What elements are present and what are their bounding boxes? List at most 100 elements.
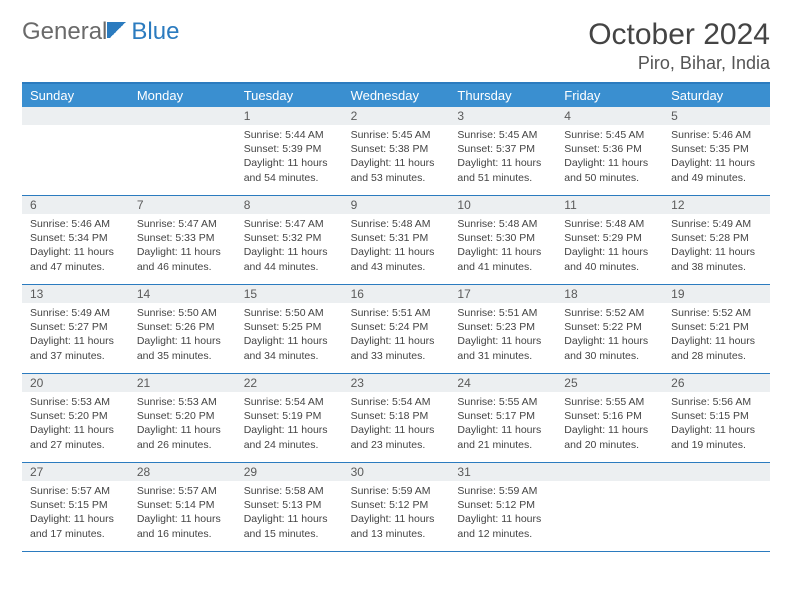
daylight-text: Daylight: 11 hours and 15 minutes. bbox=[244, 512, 335, 540]
sunrise-text: Sunrise: 5:49 AM bbox=[30, 306, 121, 320]
sunset-text: Sunset: 5:38 PM bbox=[351, 142, 442, 156]
day-cell: 27Sunrise: 5:57 AMSunset: 5:15 PMDayligh… bbox=[22, 463, 129, 551]
sunset-text: Sunset: 5:22 PM bbox=[564, 320, 655, 334]
sunrise-text: Sunrise: 5:48 AM bbox=[351, 217, 442, 231]
sunrise-text: Sunrise: 5:52 AM bbox=[564, 306, 655, 320]
sunset-text: Sunset: 5:13 PM bbox=[244, 498, 335, 512]
sunrise-text: Sunrise: 5:57 AM bbox=[30, 484, 121, 498]
day-cell: 25Sunrise: 5:55 AMSunset: 5:16 PMDayligh… bbox=[556, 374, 663, 462]
day-details: Sunrise: 5:45 AMSunset: 5:38 PMDaylight:… bbox=[343, 125, 450, 191]
daylight-text: Daylight: 11 hours and 13 minutes. bbox=[351, 512, 442, 540]
sunset-text: Sunset: 5:33 PM bbox=[137, 231, 228, 245]
day-cell bbox=[663, 463, 770, 551]
day-cell: 24Sunrise: 5:55 AMSunset: 5:17 PMDayligh… bbox=[449, 374, 556, 462]
logo-triangle-icon bbox=[107, 22, 129, 38]
day-number: 16 bbox=[343, 285, 450, 303]
sunrise-text: Sunrise: 5:51 AM bbox=[351, 306, 442, 320]
day-cell: 17Sunrise: 5:51 AMSunset: 5:23 PMDayligh… bbox=[449, 285, 556, 373]
day-details: Sunrise: 5:50 AMSunset: 5:26 PMDaylight:… bbox=[129, 303, 236, 369]
sunset-text: Sunset: 5:28 PM bbox=[671, 231, 762, 245]
sunrise-text: Sunrise: 5:59 AM bbox=[457, 484, 548, 498]
day-details: Sunrise: 5:55 AMSunset: 5:17 PMDaylight:… bbox=[449, 392, 556, 458]
sunrise-text: Sunrise: 5:45 AM bbox=[457, 128, 548, 142]
week-row: 20 Sunrise: 5:53 AMSunset: 5:20 PM Dayligh… bbox=[22, 374, 770, 463]
weekday-header: Sunday Monday Tuesday Wednesday Thursday… bbox=[22, 84, 770, 107]
daylight-text: Daylight: 11 hours and 53 minutes. bbox=[351, 156, 442, 184]
day-details: Sunrise: 5:52 AMSunset: 5:22 PMDaylight:… bbox=[556, 303, 663, 369]
sunset-text: Sunset: 5:14 PM bbox=[137, 498, 228, 512]
day-cell: 15Sunrise: 5:50 AMSunset: 5:25 PMDayligh… bbox=[236, 285, 343, 373]
day-details: Sunrise: 5:48 AMSunset: 5:30 PMDaylight:… bbox=[449, 214, 556, 280]
day-details: Sunrise: 5:48 AMSunset: 5:31 PMDaylight:… bbox=[343, 214, 450, 280]
sunset-text: Sunset: 5:15 PM bbox=[30, 498, 121, 512]
day-cell: 19Sunrise: 5:52 AMSunset: 5:21 PMDayligh… bbox=[663, 285, 770, 373]
day-cell: 3Sunrise: 5:45 AMSunset: 5:37 PMDaylight… bbox=[449, 107, 556, 195]
sunrise-text: Sunrise: 5:53 AM bbox=[137, 395, 228, 409]
day-cell: 21Sunrise: 5:53 AMSunset: 5:20 PMDayligh… bbox=[129, 374, 236, 462]
day-number: 28 bbox=[129, 463, 236, 481]
day-number: 6 bbox=[22, 196, 129, 214]
weekday-sat: Saturday bbox=[663, 84, 770, 107]
day-cell bbox=[22, 107, 129, 195]
daylight-text: Daylight: 11 hours and 31 minutes. bbox=[457, 334, 548, 362]
sunrise-text: Sunrise: 5:46 AM bbox=[30, 217, 121, 231]
daylight-text: Daylight: 11 hours and 35 minutes. bbox=[137, 334, 228, 362]
day-details: Sunrise: 5:45 AMSunset: 5:37 PMDaylight:… bbox=[449, 125, 556, 191]
daylight-text: Daylight: 11 hours and 40 minutes. bbox=[564, 245, 655, 273]
day-details: Sunrise: 5:51 AMSunset: 5:24 PMDaylight:… bbox=[343, 303, 450, 369]
day-number: 21 bbox=[129, 374, 236, 392]
day-number: 31 bbox=[449, 463, 556, 481]
sunrise-text: Sunrise: 5:55 AM bbox=[564, 395, 655, 409]
day-number: 10 bbox=[449, 196, 556, 214]
day-number: 25 bbox=[556, 374, 663, 392]
day-cell: 12Sunrise: 5:49 AMSunset: 5:28 PMDayligh… bbox=[663, 196, 770, 284]
sunrise-text: Sunrise: 5:51 AM bbox=[457, 306, 548, 320]
month-title: October 2024 bbox=[588, 18, 770, 51]
sunset-text: Sunset: 5:23 PM bbox=[457, 320, 548, 334]
day-number: 7 bbox=[129, 196, 236, 214]
sunrise-text: Sunrise: 5:47 AM bbox=[244, 217, 335, 231]
weekday-mon: Monday bbox=[129, 84, 236, 107]
daylight-text: Daylight: 11 hours and 24 minutes. bbox=[244, 423, 335, 451]
daylight-text: Daylight: 11 hours and 28 minutes. bbox=[671, 334, 762, 362]
daylight-text: Daylight: 11 hours and 12 minutes. bbox=[457, 512, 548, 540]
day-number: 20 bbox=[22, 374, 129, 392]
day-number: 19 bbox=[663, 285, 770, 303]
weeks-container: 1Sunrise: 5:44 AMSunset: 5:39 PMDaylight… bbox=[22, 107, 770, 552]
day-cell bbox=[129, 107, 236, 195]
day-number: 15 bbox=[236, 285, 343, 303]
day-number-empty bbox=[22, 107, 129, 125]
sunset-text: Sunset: 5:30 PM bbox=[457, 231, 548, 245]
day-details: Sunrise: 5:57 AMSunset: 5:14 PMDaylight:… bbox=[129, 481, 236, 547]
day-details: Sunrise: 5:58 AMSunset: 5:13 PMDaylight:… bbox=[236, 481, 343, 547]
day-details: Sunrise: 5:55 AMSunset: 5:16 PMDaylight:… bbox=[556, 392, 663, 458]
sunset-text: Sunset: 5:34 PM bbox=[30, 231, 121, 245]
sunrise-text: Sunrise: 5:50 AM bbox=[244, 306, 335, 320]
daylight-text: Daylight: 11 hours and 23 minutes. bbox=[351, 423, 442, 451]
day-cell: 22Sunrise: 5:54 AMSunset: 5:19 PMDayligh… bbox=[236, 374, 343, 462]
day-cell: 31Sunrise: 5:59 AMSunset: 5:12 PMDayligh… bbox=[449, 463, 556, 551]
day-details: Sunrise: 5:46 AMSunset: 5:35 PMDaylight:… bbox=[663, 125, 770, 191]
sunset-text: Sunset: 5:20 PM bbox=[137, 409, 228, 423]
daylight-text: Daylight: 11 hours and 30 minutes. bbox=[564, 334, 655, 362]
day-number-empty bbox=[129, 107, 236, 125]
day-details: Sunrise: 5:49 AMSunset: 5:28 PMDaylight:… bbox=[663, 214, 770, 280]
sunrise-text: Sunrise: 5:45 AM bbox=[351, 128, 442, 142]
day-number: 4 bbox=[556, 107, 663, 125]
sunrise-text: Sunrise: 5:54 AM bbox=[244, 395, 335, 409]
day-cell: 2Sunrise: 5:45 AMSunset: 5:38 PMDaylight… bbox=[343, 107, 450, 195]
weekday-thu: Thursday bbox=[449, 84, 556, 107]
daylight-text: Daylight: 11 hours and 46 minutes. bbox=[137, 245, 228, 273]
weekday-tue: Tuesday bbox=[236, 84, 343, 107]
sunrise-text: Sunrise: 5:52 AM bbox=[671, 306, 762, 320]
day-details: Sunrise: 5:57 AMSunset: 5:15 PMDaylight:… bbox=[22, 481, 129, 547]
day-details: Sunrise: 5:48 AMSunset: 5:29 PMDaylight:… bbox=[556, 214, 663, 280]
day-cell: 20Sunrise: 5:53 AMSunset: 5:20 PMDayligh… bbox=[22, 374, 129, 462]
day-cell: 23Sunrise: 5:54 AMSunset: 5:18 PMDayligh… bbox=[343, 374, 450, 462]
sunrise-text: Sunrise: 5:57 AM bbox=[137, 484, 228, 498]
day-number-empty bbox=[556, 463, 663, 481]
daylight-text: Daylight: 11 hours and 20 minutes. bbox=[564, 423, 655, 451]
title-block: October 2024 Piro, Bihar, India bbox=[588, 18, 770, 74]
day-cell: 18Sunrise: 5:52 AMSunset: 5:22 PMDayligh… bbox=[556, 285, 663, 373]
day-number: 3 bbox=[449, 107, 556, 125]
